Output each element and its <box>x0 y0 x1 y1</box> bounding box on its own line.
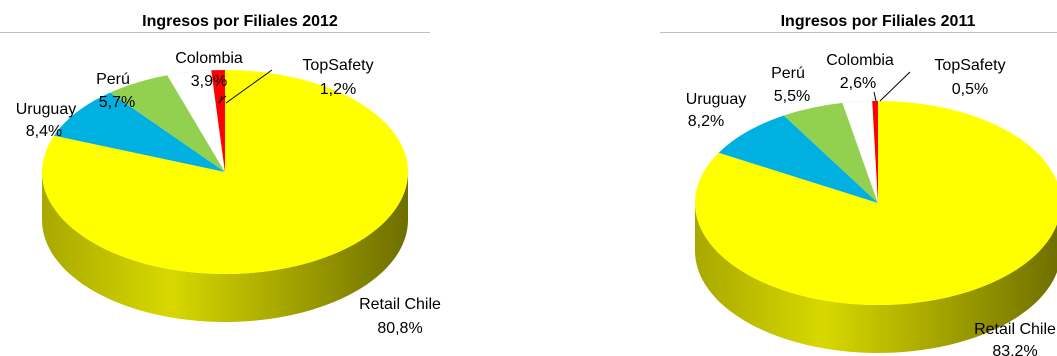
leader-line-2012-0 <box>217 95 227 104</box>
slice-value-peru-2011: 5,5% <box>774 88 810 105</box>
chart-title-2012: Ingresos por Filiales 2012 <box>142 13 338 30</box>
slice-label-topsafety-2012: TopSafety <box>302 57 373 74</box>
pie-side-retail-chile-2012 <box>42 172 408 322</box>
slice-label-uruguay-2011: Uruguay <box>686 91 746 108</box>
pie-chart-2012: Ingresos por Filiales 2012 Retail Chile … <box>16 13 441 337</box>
leader-line-2012-1 <box>219 95 223 104</box>
pie-chart-2011: Ingresos por Filiales 2011 Retail Chile … <box>686 13 1057 356</box>
leader-line-2012-2 <box>225 69 273 104</box>
slice-label-retail-chile-2012: Retail Chile <box>359 296 441 313</box>
pie-side-retail-chile-2011 <box>695 203 1057 353</box>
slice-label-colombia-2011: Colombia <box>826 52 894 69</box>
slice-value-colombia-2011: 2,6% <box>840 75 876 92</box>
leader-lines-2012 <box>217 69 273 104</box>
pie-top-slices-2011 <box>695 100 1057 305</box>
leader-line-2011-1 <box>879 71 911 102</box>
slice-value-retail-chile-2012: 80,8% <box>377 320 422 337</box>
leader-line-2011-0 <box>873 91 877 102</box>
slice-value-topsafety-2012: 1,2% <box>320 81 356 98</box>
slice-value-uruguay-2011: 8,2% <box>688 113 724 130</box>
pie-3d-sides-2011 <box>695 203 1057 353</box>
slice-label-colombia-2012: Colombia <box>175 50 243 67</box>
pie-slice-uruguay-2011 <box>718 115 878 203</box>
pie-slice-topsafety-2012 <box>211 70 225 172</box>
pie-slice-colombia-2012 <box>166 70 226 173</box>
slice-label-topsafety-2011: TopSafety <box>934 57 1005 74</box>
slice-value-colombia-2012: 3,9% <box>191 73 227 90</box>
pie-slice-topsafety-2011 <box>872 101 878 203</box>
slice-value-uruguay-2012: 8,4% <box>26 123 62 140</box>
slice-label-peru-2011: Perú <box>771 65 805 82</box>
slice-value-retail-chile-2011: 83,2% <box>992 343 1037 356</box>
slice-value-peru-2012: 5,7% <box>99 94 135 111</box>
pie-slice-peru-2011 <box>783 102 878 203</box>
slice-label-peru-2012: Perú <box>96 71 130 88</box>
pie-slice-retail-chile-2011 <box>695 101 1057 305</box>
slice-value-topsafety-2011: 0,5% <box>952 81 988 98</box>
pie-slice-uruguay-2012 <box>54 92 225 172</box>
pie-top-slices-2012 <box>42 70 409 274</box>
pie-slice-colombia-2011 <box>842 100 879 204</box>
slice-label-uruguay-2012: Uruguay <box>16 101 76 118</box>
pie-slice-peru-2012 <box>110 75 225 172</box>
leader-lines-2011 <box>873 71 911 102</box>
chart-title-2011: Ingresos por Filiales 2011 <box>781 13 976 30</box>
slice-label-retail-chile-2011: Retail Chile <box>974 321 1056 338</box>
pie-3d-sides-2012 <box>42 172 408 322</box>
